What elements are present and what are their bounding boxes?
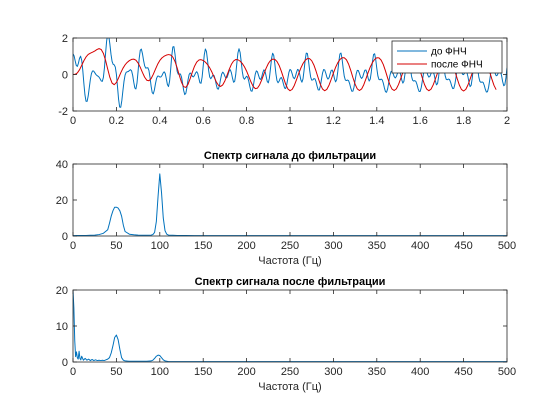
x-tick-label: 150 <box>194 240 212 252</box>
axes-spectrum-after: 0 50 100 150 200 250 300 350 400 450 500 0 10 20 Спект… <box>56 276 516 393</box>
x-tick-label: 150 <box>194 366 212 378</box>
x-tick-label: 0.6 <box>196 115 211 127</box>
series-line-time-0 <box>73 38 507 108</box>
x-tick-label: 50 <box>110 366 122 378</box>
x-tick-label: 1 <box>287 115 293 127</box>
x-tick-label: 0 <box>70 366 76 378</box>
x-tick-label: 200 <box>237 240 255 252</box>
y-tick-label: 0 <box>62 231 68 243</box>
legend: до ФНЧ после ФНЧ <box>391 40 503 74</box>
x-tick-label: 300 <box>324 366 342 378</box>
legend-entry: до ФНЧ <box>431 47 467 58</box>
x-tick-label: 1.4 <box>369 115 384 127</box>
x-tick-label: 450 <box>454 240 472 252</box>
x-tick-label: 0.8 <box>239 115 254 127</box>
x-tick-label: 450 <box>454 366 472 378</box>
x-tick-label: 500 <box>498 366 516 378</box>
x-tick-label: 250 <box>281 366 299 378</box>
x-tick-label: 0 <box>70 115 76 127</box>
x-tick-label: 200 <box>237 366 255 378</box>
y-tick-label: 10 <box>56 321 68 333</box>
x-axis-label: Частота (Гц) <box>258 381 321 393</box>
axes-spectrum-before: 0 50 100 150 200 250 300 350 400 450 500 0 20 40 Спект… <box>56 150 516 267</box>
legend-box <box>391 40 503 74</box>
x-tick-label: 1.8 <box>456 115 471 127</box>
x-tick-label: 0.4 <box>152 115 167 127</box>
y-tick-label: 0 <box>62 70 68 82</box>
y-tick-label: 40 <box>56 159 68 171</box>
legend-entry: после ФНЧ <box>431 60 483 71</box>
x-tick-label: 100 <box>151 240 169 252</box>
x-tick-label: 1.6 <box>413 115 428 127</box>
series-line-time-1 <box>73 48 497 92</box>
x-tick-label: 400 <box>411 366 429 378</box>
x-tick-label: 400 <box>411 240 429 252</box>
y-tick-label: 0 <box>62 357 68 369</box>
x-tick-label: 350 <box>368 240 386 252</box>
x-tick-label: 350 <box>368 366 386 378</box>
plot-title: Спектр сигнала до фильтрации <box>204 150 376 162</box>
x-tick-label: 0 <box>70 240 76 252</box>
y-tick-label: 20 <box>56 285 68 297</box>
x-tick-label: 300 <box>324 240 342 252</box>
x-axis-label: Частота (Гц) <box>258 255 321 267</box>
y-tick-label: -2 <box>58 106 68 118</box>
y-tick-label: 20 <box>56 195 68 207</box>
x-tick-label: 500 <box>498 240 516 252</box>
x-tick-label: 2 <box>504 115 510 127</box>
x-tick-label: 1.2 <box>326 115 341 127</box>
y-tick-label: 2 <box>62 33 68 45</box>
x-tick-label: 0.2 <box>109 115 124 127</box>
x-tick-label: 100 <box>151 366 169 378</box>
x-tick-label: 250 <box>281 240 299 252</box>
x-tick-label: 50 <box>110 240 122 252</box>
plot-title: Спектр сигнала после фильтрации <box>195 276 386 288</box>
